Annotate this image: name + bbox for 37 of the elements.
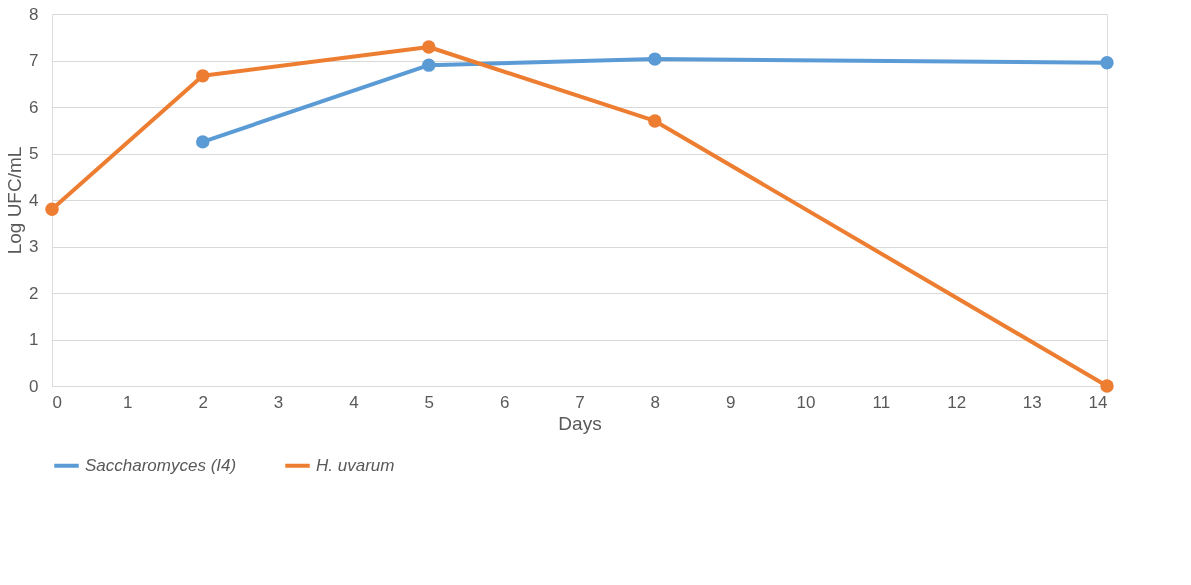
y-tick-label: 2 xyxy=(29,283,39,303)
x-tick-label: 14 xyxy=(1088,392,1108,412)
y-tick-label: 3 xyxy=(29,237,39,256)
x-tick-label: 1 xyxy=(123,392,133,412)
point xyxy=(196,135,210,149)
x-tick-label: 8 xyxy=(650,392,661,412)
x-tick-label: 6 xyxy=(499,392,510,412)
x-tick-label: 12 xyxy=(947,392,967,412)
y-tick-label: 1 xyxy=(29,330,39,349)
y-axis-title: Log UFC/mL xyxy=(4,146,26,255)
x-tick-label: 13 xyxy=(1022,392,1042,412)
x-tick-label: 7 xyxy=(575,392,585,412)
x-tick-label: 9 xyxy=(725,392,736,412)
x-tick-label: 2 xyxy=(198,392,208,412)
x-tick-label: 11 xyxy=(872,392,891,412)
x-tick-label: 3 xyxy=(273,392,284,412)
legend-label: Saccharomyces (I4) xyxy=(85,455,237,475)
x-tick-label: 0 xyxy=(52,392,62,412)
point xyxy=(648,114,662,128)
x-tick-label: 10 xyxy=(796,392,816,412)
x-axis-title: Days xyxy=(558,412,602,434)
y-tick-label: 7 xyxy=(29,51,39,70)
point xyxy=(422,58,436,72)
y-tick-label: 5 xyxy=(29,144,39,163)
point xyxy=(196,69,210,83)
point xyxy=(648,52,662,66)
x-tick-label: 5 xyxy=(424,392,435,412)
point xyxy=(45,202,59,216)
y-tick-label: 0 xyxy=(29,376,39,396)
y-tick-label: 4 xyxy=(29,190,39,210)
legend-label: H. uvarum xyxy=(316,455,395,475)
point xyxy=(422,40,436,54)
y-tick-label: 8 xyxy=(29,4,39,24)
point xyxy=(1100,56,1114,70)
point xyxy=(1100,379,1114,393)
x-tick-label: 4 xyxy=(349,392,359,412)
y-tick-label: 6 xyxy=(29,97,39,117)
